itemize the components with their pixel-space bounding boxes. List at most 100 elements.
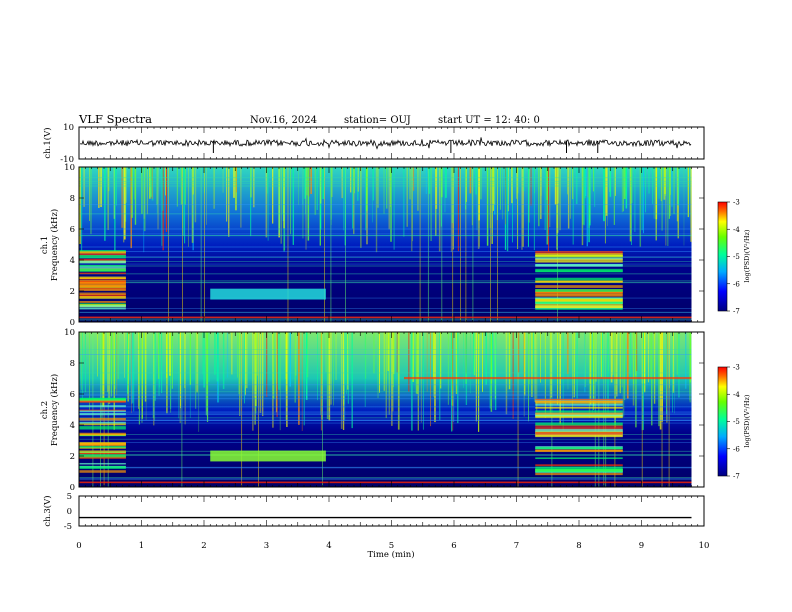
low-band-segment: [535, 277, 623, 281]
low-band-segment: [535, 301, 623, 304]
colorbar-tick-label: -3: [733, 199, 740, 207]
colorbar-tick-label: -3: [733, 364, 740, 372]
low-band-segment: [79, 276, 126, 279]
ch1-ylabel: ch.1(V): [42, 127, 53, 158]
low-band-segment: [79, 260, 126, 264]
y-tick-label: 6: [70, 225, 75, 235]
y-tick-label: 10: [64, 163, 75, 173]
low-band-segment: [79, 305, 126, 308]
colorbar-ch1-gradient: [717, 201, 728, 312]
low-band-segment: [535, 254, 623, 257]
colorbar-tick-label: -5: [733, 418, 740, 426]
low-band-segment: [535, 297, 623, 299]
low-band-segment: [535, 430, 623, 434]
ch3-ylabel: ch.3(V): [42, 495, 53, 526]
y-tick-label: 8: [70, 359, 75, 369]
low-band-segment: [535, 270, 623, 273]
low-band-segment: [79, 423, 126, 426]
low-band-segment: [79, 442, 126, 446]
ch1-ytick-top: 10: [63, 123, 74, 133]
low-band-segment: [535, 412, 623, 415]
low-band-segment: [535, 291, 623, 295]
emission-band: [210, 288, 326, 300]
low-band-segment: [79, 452, 126, 455]
low-band-segment: [535, 466, 623, 470]
low-band-segment: [79, 470, 126, 473]
low-band-segment: [79, 400, 126, 403]
ch2-spectrogram-panel: 0 2 4 6 8 10 ch.2 Frequency (kHz): [40, 328, 705, 493]
ch2-spec-ylabel-line2: Frequency (kHz): [49, 374, 60, 446]
low-band-segment: [79, 399, 126, 402]
x-tick-label: 1: [139, 541, 144, 551]
y-tick-label: 10: [64, 328, 75, 338]
colorbar-ch2-gradient: [717, 366, 728, 477]
low-band-segment: [79, 265, 126, 269]
x-tick-label: 0: [76, 541, 81, 551]
ch1-spec-ylabel-line2: Frequency (kHz): [49, 209, 60, 281]
low-band-segment: [535, 250, 623, 254]
spectrogram-background: [79, 332, 692, 487]
low-band-segment: [79, 451, 126, 454]
ch1-waveform-panel: 10 -10 ch.1(V): [42, 123, 705, 165]
low-band-segment: [79, 405, 126, 408]
station-label: station= OUJ: [344, 115, 411, 126]
low-band-segment: [535, 457, 623, 460]
low-band-segment: [79, 300, 126, 303]
low-band-segment: [535, 401, 623, 403]
low-band-segment: [79, 421, 126, 424]
colorbar-tick-label: -6: [733, 280, 740, 288]
low-band-segment: [79, 272, 126, 275]
low-band-segment: [535, 305, 623, 309]
ch3-waveform-panel: 5 0 -5 ch.3(V): [42, 492, 705, 532]
low-band-segment: [79, 254, 126, 259]
low-band-segment: [79, 284, 126, 287]
low-band-segment: [79, 253, 126, 256]
y-tick-label: 2: [70, 452, 75, 462]
low-band-segment: [535, 472, 623, 476]
low-band-segment: [79, 426, 126, 430]
ch3-ytick-minus5: -5: [64, 522, 72, 532]
colorbar-tick-label: -4: [733, 226, 740, 234]
low-band-segment: [79, 258, 126, 261]
y-tick-label: 2: [70, 287, 75, 297]
low-band-segment: [535, 259, 623, 263]
baseline-band: [79, 316, 692, 319]
low-band-segment: [79, 446, 126, 448]
low-band-segment: [535, 422, 623, 426]
low-band-segment: [79, 251, 126, 254]
ch3-ytick-0: 0: [67, 507, 72, 517]
low-band-segment: [535, 447, 623, 450]
low-band-segment: [535, 257, 623, 260]
low-band-segment: [79, 462, 126, 465]
low-band-segment: [79, 409, 126, 412]
start-time-label: start UT = 12: 40: 0: [438, 115, 540, 126]
ch1-ytick-bottom: -10: [60, 155, 74, 165]
low-band-segment: [79, 296, 126, 299]
baseline-band: [79, 481, 692, 484]
date-label: Nov.16, 2024: [250, 115, 317, 126]
x-tick-label: 10: [699, 541, 710, 551]
x-tick-label: 7: [514, 541, 519, 551]
low-band-segment: [79, 268, 126, 272]
emission-band: [210, 450, 326, 462]
low-band-segment: [79, 432, 126, 436]
low-band-segment: [535, 434, 623, 438]
ch1-spectrogram-panel: 0 2 4 6 8 10 ch.1 Frequency (kHz): [40, 163, 705, 328]
x-tick-label: 4: [326, 541, 331, 551]
low-band-segment: [535, 406, 623, 409]
ch3-ytick-5: 5: [67, 492, 72, 502]
low-band-segment: [79, 264, 126, 267]
colorbar-ch1-label: log(PSD)(V²/Hz): [743, 229, 751, 282]
ch1-spec-ylabel-line1: ch.1: [40, 236, 50, 254]
low-band-segment: [535, 428, 623, 432]
low-band-segment: [535, 398, 623, 401]
figure-title: VLF Spectra: [78, 112, 152, 126]
low-band-segment: [535, 426, 623, 430]
low-band-segment: [79, 410, 126, 412]
low-band-segment: [535, 469, 623, 473]
x-tick-label: 9: [639, 541, 644, 551]
low-band-segment: [79, 307, 126, 310]
y-tick-label: 4: [70, 421, 75, 431]
y-tick-label: 6: [70, 390, 75, 400]
low-band-segment: [79, 417, 126, 421]
